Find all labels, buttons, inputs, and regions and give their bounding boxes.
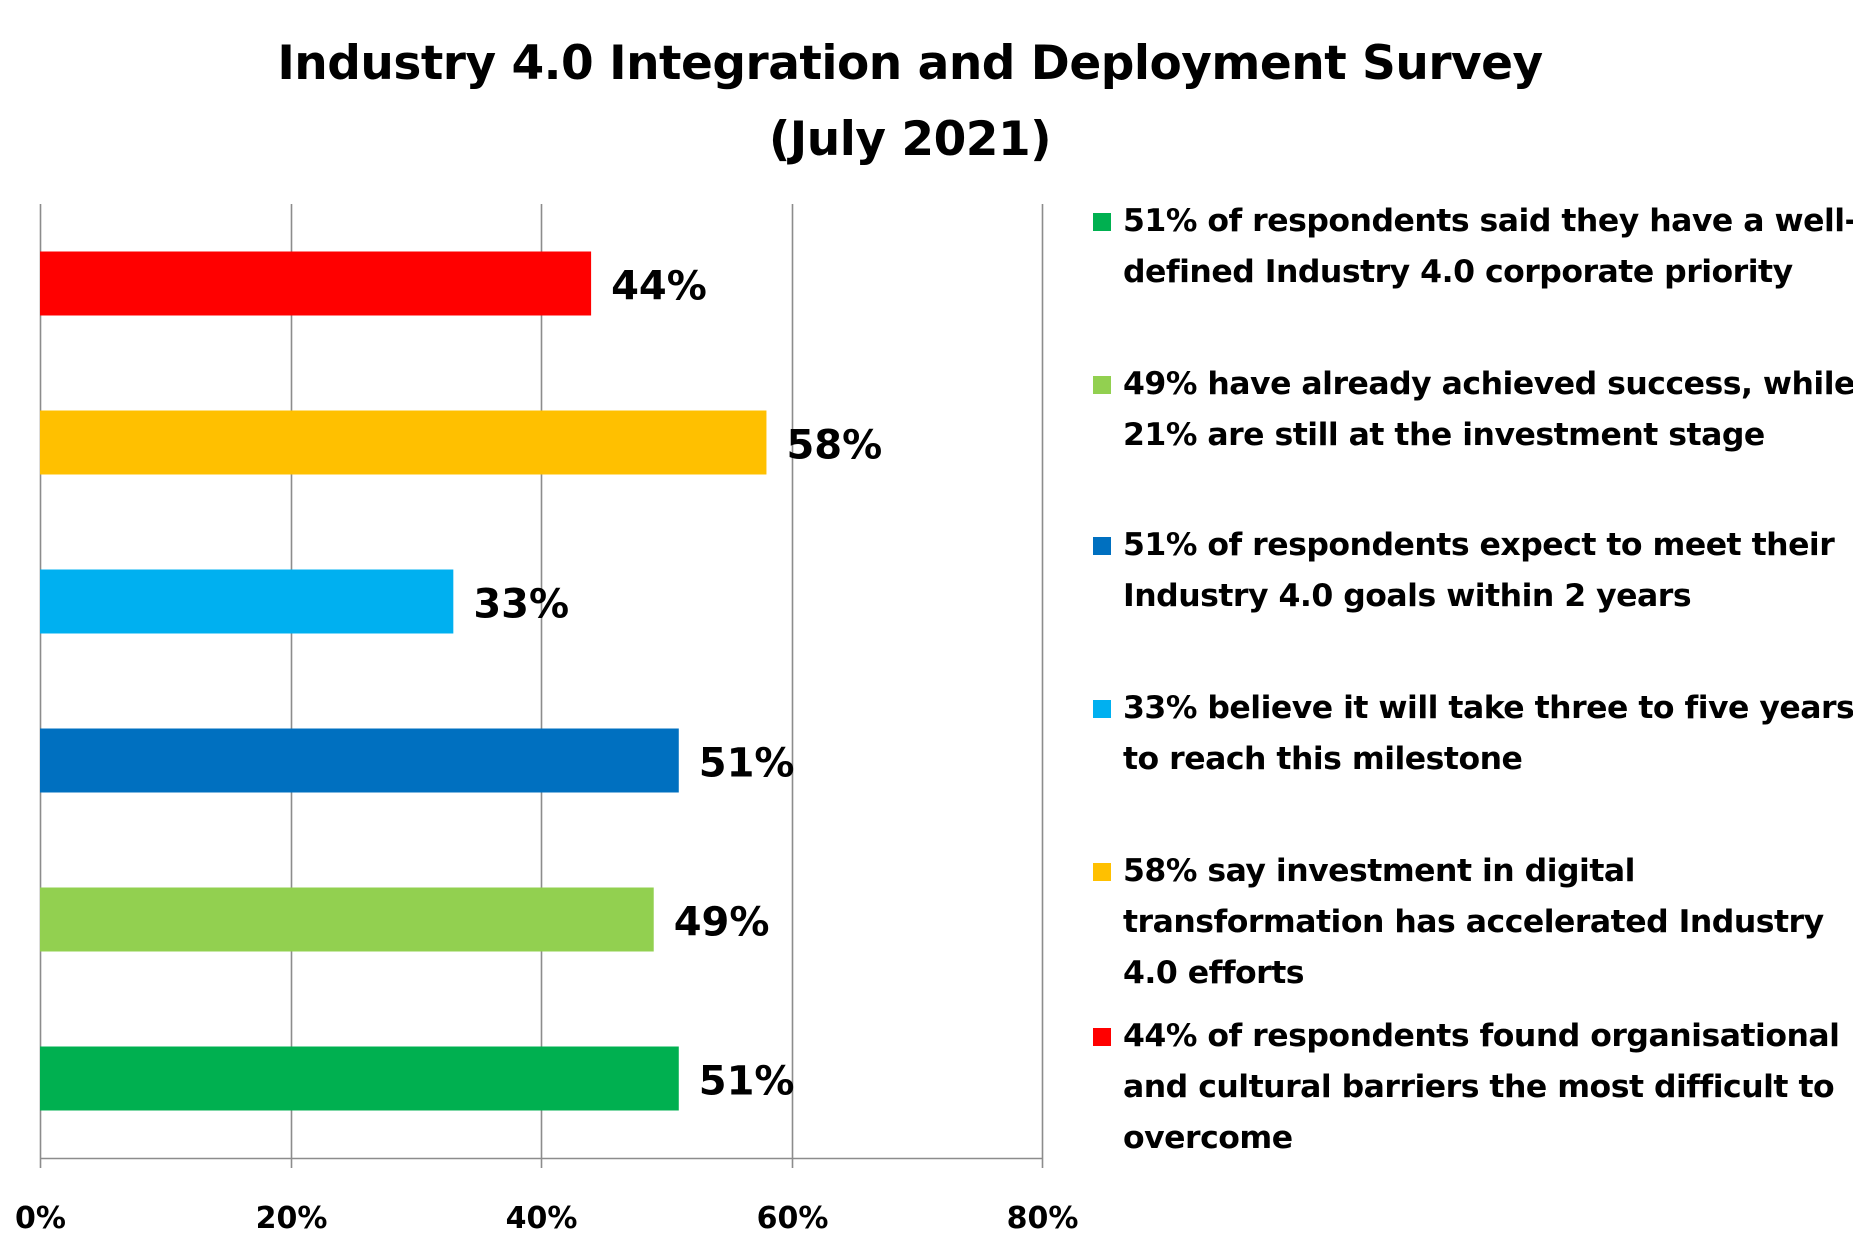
legend-text-1: 51% of respondents said they have a well… — [1123, 196, 1853, 298]
legend-item-5: 58% say investment in digital transformat… — [1093, 846, 1853, 999]
x-tick-label-0: 0% — [15, 1201, 66, 1236]
data-labels: 44% 58% 33% 51% 49% 51% — [473, 264, 882, 1105]
data-label-3: 33% — [473, 582, 569, 628]
legend-text-5-line-2: transformation has accelerated Industry — [1123, 904, 1824, 940]
legend-text-3: 51% of respondents expect to meet their I… — [1123, 520, 1853, 622]
gridlines — [39, 204, 1044, 1168]
x-tick-label-40: 40% — [506, 1201, 578, 1236]
legend-swatch-2 — [1093, 376, 1111, 394]
legend-text-6-line-1: 44% of respondents found organisational — [1123, 1018, 1840, 1054]
legend-text-2-line-1: 49% have already achieved success, while — [1123, 366, 1853, 402]
legend-text-3-line-1: 51% of respondents expect to meet their — [1123, 527, 1835, 563]
bar-2 — [40, 410, 767, 475]
legend-swatch-6 — [1093, 1028, 1111, 1046]
legend-text-6: 44% of respondents found organisational a… — [1123, 1011, 1853, 1164]
legend-text-5-line-3: 4.0 efforts — [1123, 955, 1305, 991]
x-tick-label-60: 60% — [757, 1201, 829, 1236]
data-label-5: 49% — [674, 900, 770, 946]
bar-5 — [40, 887, 654, 952]
bar-4 — [40, 728, 679, 793]
legend-swatch-3 — [1093, 537, 1111, 555]
legend-item-4: 33% believe it will take three to five y… — [1093, 683, 1853, 785]
legend-text-2: 49% have already achieved success, while… — [1123, 359, 1853, 461]
legend-text-2-line-2: 21% are still at the investment stage — [1123, 417, 1765, 453]
legend-text-6-line-3: overcome — [1123, 1120, 1293, 1156]
x-axis-tick-labels: 0% 20% 40% 60% 80% — [15, 1201, 1078, 1236]
x-tick-label-80: 80% — [1007, 1201, 1079, 1236]
chart-title-line-1: Industry 4.0 Integration and Deployment … — [277, 36, 1543, 91]
bar-6 — [40, 1046, 679, 1111]
bar-3 — [40, 569, 454, 634]
legend-text-1-line-2: defined Industry 4.0 corporate priority — [1123, 254, 1793, 290]
chart-title: Industry 4.0 Integration and Deployment … — [0, 26, 1820, 178]
legend-text-3-line-2: Industry 4.0 goals within 2 years — [1123, 578, 1692, 614]
legend-text-1-line-1: 51% of respondents said they have a well… — [1123, 203, 1853, 239]
legend-text-5-line-1: 58% say investment in digital — [1123, 853, 1635, 889]
legend-swatch-5 — [1093, 863, 1111, 881]
bar-chart: 44% 58% 33% 51% 49% 51% 0% 20% 40% 60% 80% — [15, 204, 1078, 1236]
bar-1 — [40, 251, 592, 316]
x-tick-label-20: 20% — [256, 1201, 328, 1236]
legend-swatch-1 — [1093, 213, 1111, 231]
data-label-6: 51% — [699, 1059, 795, 1105]
legend-text-4: 33% believe it will take three to five y… — [1123, 683, 1853, 785]
legend-text-4-line-1: 33% believe it will take three to five y… — [1123, 690, 1853, 726]
legend-swatch-4 — [1093, 700, 1111, 718]
legend-text-4-line-2: to reach this milestone — [1123, 741, 1523, 777]
data-label-4: 51% — [699, 741, 795, 787]
legend-text-6-line-2: and cultural barriers the most difficult… — [1123, 1069, 1835, 1105]
data-label-1: 44% — [611, 264, 707, 310]
legend-item-6: 44% of respondents found organisational a… — [1093, 1011, 1853, 1164]
legend-item-1: 51% of respondents said they have a well… — [1093, 196, 1853, 298]
data-label-2: 58% — [786, 423, 882, 469]
legend-text-5: 58% say investment in digital transformat… — [1123, 846, 1853, 999]
legend: 51% of respondents said they have a well… — [1093, 196, 1853, 1196]
chart-title-line-2: (July 2021) — [768, 112, 1052, 167]
legend-item-2: 49% have already achieved success, while… — [1093, 359, 1853, 461]
bars — [40, 251, 767, 1111]
legend-item-3: 51% of respondents expect to meet their I… — [1093, 520, 1853, 622]
